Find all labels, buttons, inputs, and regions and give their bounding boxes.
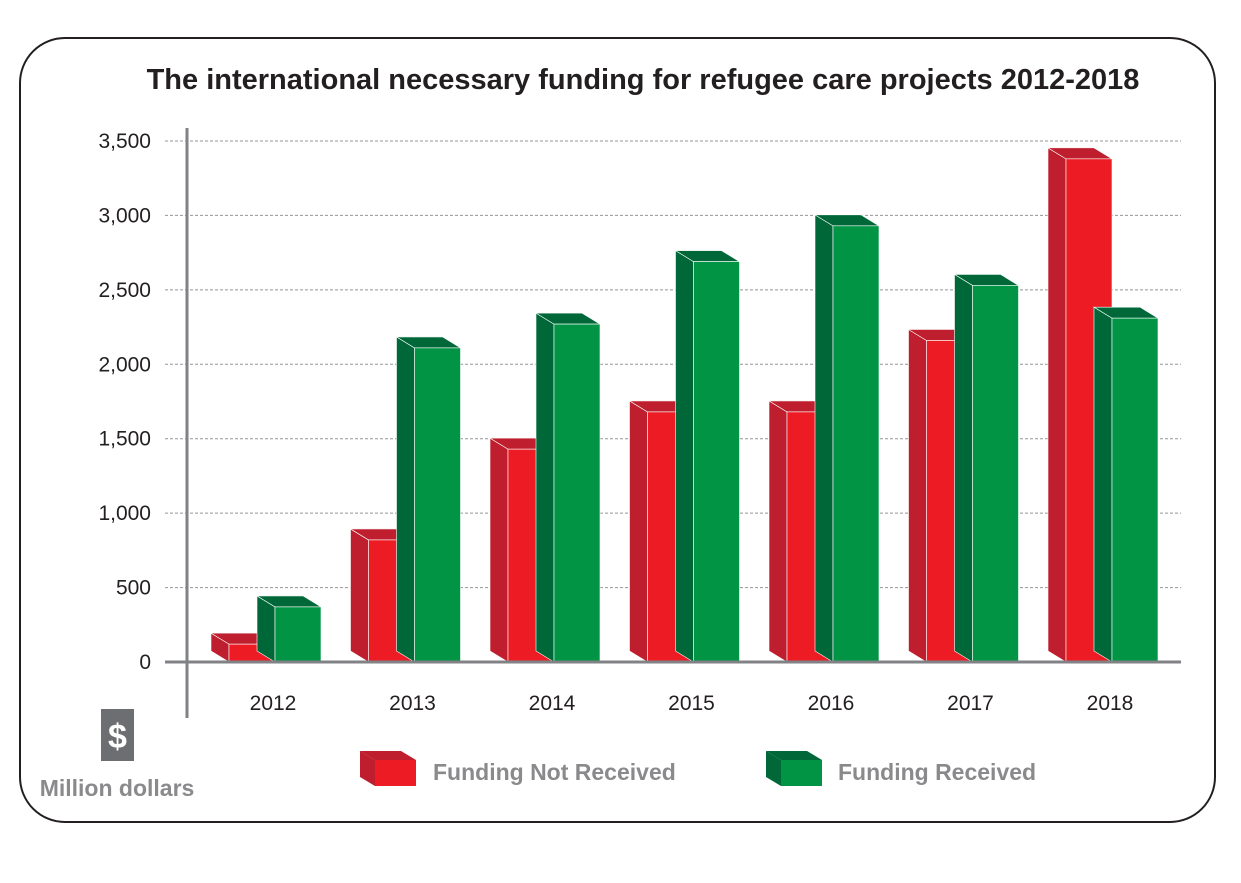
bar-side	[350, 528, 369, 663]
bar-received-2017	[953, 273, 1020, 663]
legend-label: Funding Received	[838, 759, 1036, 785]
bar-side	[954, 273, 973, 663]
y-tick-label: 500	[116, 577, 151, 600]
bar-received-2016	[813, 214, 881, 663]
unit-label: $ Million dollars	[40, 709, 195, 801]
dollar-symbol: $	[108, 718, 127, 756]
chart-frame	[19, 37, 1216, 823]
legend: Funding Not Received Funding Received	[360, 751, 1036, 786]
y-tick-label: 2,500	[98, 279, 151, 302]
y-tick-label: 3,000	[98, 204, 151, 227]
axes	[165, 128, 1181, 718]
legend-swatch-side	[360, 751, 375, 786]
bar-front	[832, 225, 880, 663]
bar-front	[1111, 317, 1159, 663]
bar-side	[1047, 147, 1067, 663]
legend-item-not-received: Funding Not Received	[360, 751, 676, 786]
y-tick-label: 1,000	[98, 502, 151, 525]
legend-swatch-front	[375, 760, 416, 786]
legend-swatch-top	[360, 751, 416, 760]
bar-side	[629, 400, 648, 663]
legend-swatch-side	[766, 751, 781, 786]
bar-received-2012	[255, 595, 323, 663]
bar-received-2018	[1092, 306, 1160, 663]
x-tick-label: 2016	[808, 692, 855, 715]
bar-side	[256, 595, 276, 663]
y-tick-label: 0	[139, 651, 151, 674]
y-axis-label: Million dollars	[40, 775, 195, 801]
x-tick-label: 2015	[668, 692, 715, 715]
x-tick-label: 2017	[947, 692, 994, 715]
legend-swatch-front	[781, 760, 822, 786]
x-tick-labels: 2012 2013 2014 2015 2016 2017 2018	[250, 692, 1134, 715]
bar-side	[908, 328, 927, 663]
dollar-icon	[101, 709, 134, 761]
bar-side	[675, 250, 694, 663]
x-tick-label: 2014	[529, 692, 576, 715]
bar-side	[1093, 306, 1113, 663]
bar-side	[768, 400, 788, 663]
x-tick-label: 2018	[1087, 692, 1134, 715]
legend-item-received: Funding Received	[766, 751, 1036, 786]
y-tick-label: 2,000	[98, 353, 151, 376]
y-tick-label: 1,500	[98, 428, 151, 451]
bar-front	[553, 323, 601, 663]
bars	[209, 147, 1160, 663]
y-tick-label: 3,500	[98, 130, 151, 153]
legend-label: Funding Not Received	[433, 759, 676, 785]
bar-front	[274, 606, 322, 663]
bar-side	[814, 214, 834, 663]
bar-received-2013	[395, 336, 462, 663]
x-tick-label: 2013	[389, 692, 436, 715]
bar-received-2015	[674, 250, 741, 663]
bar-front	[693, 261, 740, 663]
bar-side	[396, 336, 415, 663]
legend-swatch-top	[766, 751, 822, 760]
bar-received-2014	[534, 312, 602, 663]
bar-side	[489, 437, 509, 663]
y-tick-labels: 0 500 1,000 1,500 2,000 2,500 3,000 3,500	[98, 130, 151, 674]
bar-side	[535, 312, 555, 663]
x-tick-label: 2012	[250, 692, 297, 715]
chart-title: The international necessary funding for …	[147, 64, 1140, 96]
bar-front	[414, 347, 461, 663]
bar-front	[972, 285, 1019, 663]
